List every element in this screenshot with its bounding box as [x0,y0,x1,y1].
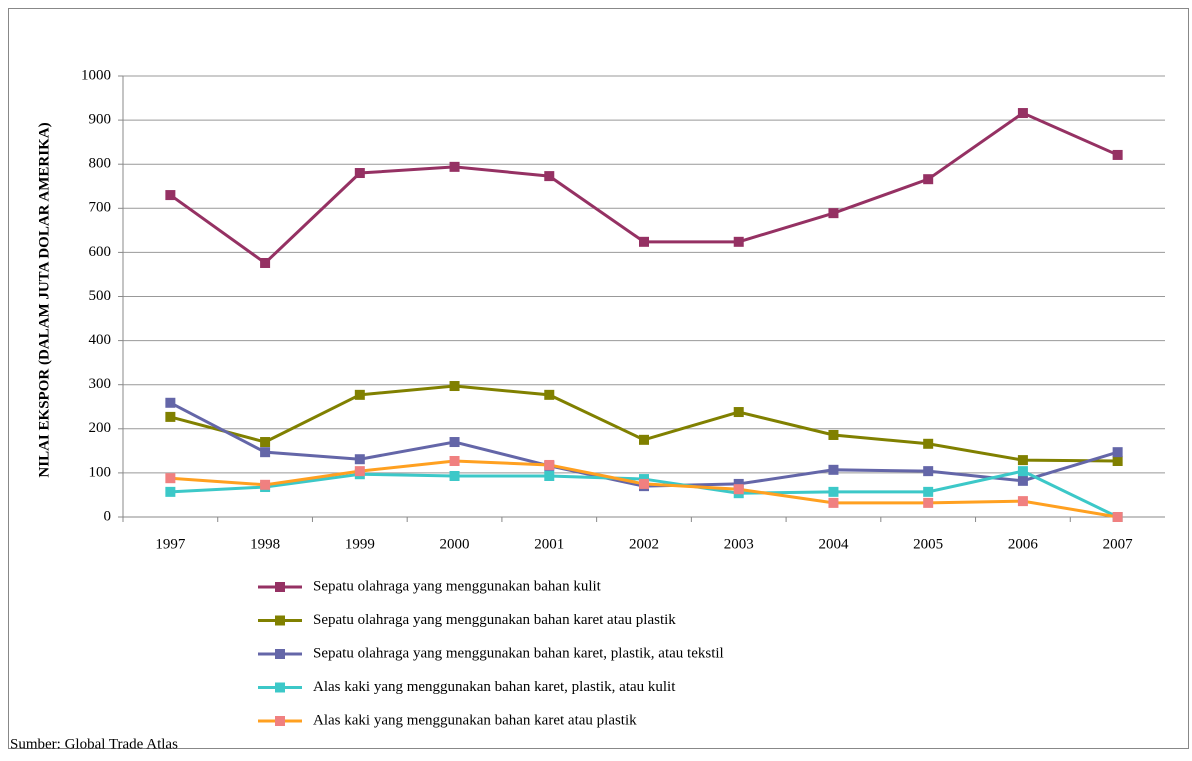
point-marker [1017,496,1028,507]
y-axis-label: NILAI EKSPOR (DALAM JUTA DOLAR AMERIKA) [36,122,52,477]
point-marker [165,486,176,497]
point-marker [923,174,934,185]
point-marker [449,470,460,481]
point-marker [449,437,460,448]
x-tick-label: 2007 [1103,536,1134,552]
legend-label: Alas kaki yang menggunakan bahan karet, … [313,679,676,695]
x-tick-label: 2000 [440,536,470,552]
point-marker [828,497,839,508]
point-marker [260,257,271,268]
y-tick-label: 500 [89,288,112,304]
legend-label: Alas kaki yang menggunakan bahan karet a… [313,712,637,728]
point-marker [544,459,555,470]
point-marker [828,486,839,497]
point-marker [733,236,744,247]
point-marker [260,437,271,448]
x-tick-label: 1997 [155,536,186,552]
point-marker [1017,466,1028,477]
point-marker [639,478,649,489]
point-marker [544,171,555,182]
point-marker [828,208,839,219]
x-tick-label: 2002 [629,536,659,552]
point-marker [354,168,365,179]
y-tick-label: 700 [89,200,112,216]
point-marker [354,389,365,400]
x-tick-label: 2006 [1008,536,1039,552]
legend-marker [275,649,285,659]
y-tick-label: 100 [89,464,112,480]
point-marker [165,411,176,422]
point-marker [260,479,271,490]
point-marker [1017,455,1028,466]
point-marker [165,473,176,484]
point-marker [923,497,934,508]
y-tick-label: 0 [104,508,112,524]
point-marker [165,190,176,201]
x-tick-label: 2005 [913,536,943,552]
x-tick-label: 2003 [724,536,754,552]
legend-label: Sepatu olahraga yang menggunakan bahan k… [313,578,602,594]
point-marker [544,470,555,481]
point-marker [923,466,934,477]
point-marker [1112,447,1123,458]
point-marker [354,454,365,465]
legend-marker [275,682,285,693]
legend-label: Sepatu olahraga yang menggunakan bahan k… [313,645,724,661]
y-tick-label: 300 [89,376,112,392]
x-tick-label: 2004 [818,536,849,552]
point-marker [1017,108,1028,119]
point-marker [260,447,271,458]
y-tick-label: 600 [89,244,112,260]
y-tick-label: 400 [89,332,112,348]
y-tick-label: 1000 [81,67,111,83]
chart-border [8,8,1189,749]
point-marker [1112,512,1123,522]
x-tick-label: 2001 [534,536,564,552]
source: Sumber: Global Trade Atlas [10,736,178,752]
point-marker [449,381,460,392]
y-tick-label: 200 [89,420,112,436]
x-tick-label: 1998 [250,536,280,552]
point-marker [449,161,460,172]
point-marker [923,486,934,497]
point-marker [1112,455,1123,466]
y-tick-label: 900 [89,112,112,128]
point-marker [733,407,744,418]
point-marker [1112,149,1123,160]
point-marker [733,478,744,489]
point-marker [639,236,649,247]
point-marker [733,484,744,495]
legend-label: Sepatu olahraga yang menggunakan bahan k… [313,612,676,628]
point-marker [165,397,176,408]
point-marker [544,389,555,400]
point-marker [354,466,365,477]
x-tick-label: 1999 [345,536,375,552]
y-tick-label: 800 [89,156,112,172]
legend-marker [275,582,285,592]
point-marker [449,455,460,466]
legend-marker [275,615,285,626]
point-marker [923,438,934,449]
point-marker [639,434,649,445]
legend-marker [275,716,285,726]
point-marker [828,464,839,475]
point-marker [828,429,839,440]
point-marker [1017,475,1028,486]
